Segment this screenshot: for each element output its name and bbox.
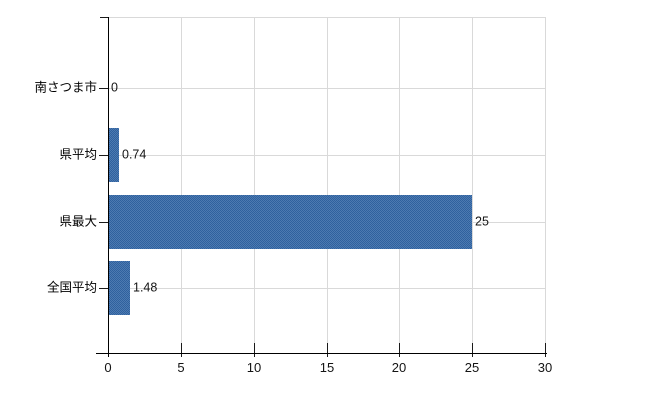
v-gridline — [254, 17, 255, 343]
h-gridline — [108, 88, 545, 89]
x-tick-label: 20 — [391, 360, 407, 375]
x-axis-tick — [327, 343, 328, 357]
x-tick-label: 5 — [177, 360, 185, 375]
bar — [108, 128, 119, 182]
x-tick-label: 10 — [246, 360, 262, 375]
category-label: 県最大 — [59, 214, 97, 229]
y-axis-top-tick — [100, 17, 108, 18]
x-tick-label: 25 — [464, 360, 480, 375]
category-tick — [99, 155, 108, 156]
x-axis-tick — [545, 343, 546, 357]
plot-top-gridline — [108, 17, 545, 18]
x-axis-tick — [399, 343, 400, 357]
bar-value-label: 0 — [111, 80, 118, 95]
v-gridline — [472, 17, 473, 343]
bar-value-label: 1.48 — [133, 280, 158, 295]
category-label: 県平均 — [59, 147, 97, 162]
h-gridline — [108, 155, 545, 156]
x-axis — [96, 353, 547, 354]
x-tick-label: 30 — [537, 360, 553, 375]
bar — [108, 261, 130, 315]
category-label: 南さつま市 — [34, 80, 97, 95]
h-gridline — [108, 288, 545, 289]
bar — [108, 195, 472, 249]
category-tick — [99, 288, 108, 289]
x-axis-tick — [472, 343, 473, 357]
x-tick-label: 15 — [319, 360, 335, 375]
x-tick-label: 0 — [104, 360, 112, 375]
category-label: 全国平均 — [46, 280, 97, 295]
bar-value-label: 25 — [475, 214, 489, 229]
x-axis-tick — [181, 343, 182, 357]
v-gridline — [545, 17, 546, 343]
v-gridline — [399, 17, 400, 343]
v-gridline — [327, 17, 328, 343]
v-gridline — [181, 17, 182, 343]
category-tick — [99, 88, 108, 89]
category-tick — [99, 222, 108, 223]
y-axis — [108, 17, 109, 357]
bar-value-label: 0.74 — [122, 147, 147, 162]
x-axis-tick — [254, 343, 255, 357]
